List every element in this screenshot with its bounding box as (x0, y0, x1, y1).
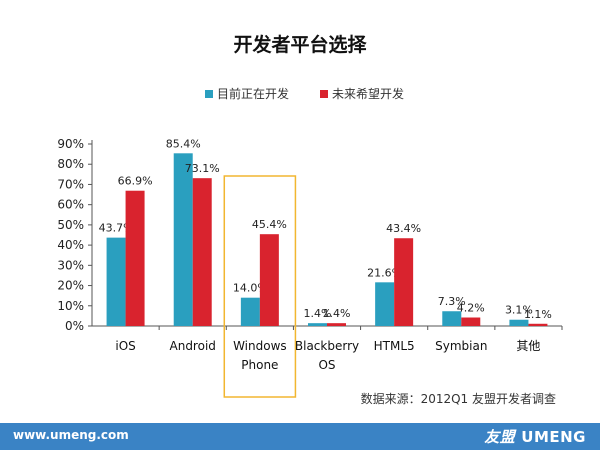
data-label: 14.0% (233, 282, 268, 295)
data-label: 45.4% (252, 218, 287, 231)
bar (442, 311, 462, 326)
data-label: 7.3% (438, 295, 466, 308)
bar (173, 153, 193, 326)
data-label: 4.2% (457, 302, 485, 315)
data-label: 43.7% (99, 222, 134, 235)
data-label: 73.1% (185, 162, 220, 175)
bar (394, 238, 414, 326)
bar (308, 323, 327, 326)
y-tick-label: 40% (57, 238, 84, 252)
bar (461, 317, 481, 326)
x-tick-label: Android (170, 339, 216, 353)
brand-en: UMENG (521, 428, 586, 446)
bar (528, 323, 548, 326)
bar (509, 319, 529, 326)
y-tick-label: 30% (57, 258, 84, 272)
y-tick-label: 90% (57, 137, 84, 151)
footer-brand: 友盟 UMENG (484, 426, 586, 447)
bar (240, 297, 260, 326)
data-label: 3.1% (505, 304, 533, 317)
legend-label-current: 目前正在开发 (217, 87, 290, 101)
bar (106, 237, 126, 326)
bar (327, 323, 346, 326)
highlight-box (223, 175, 297, 398)
data-label: 1.4% (323, 307, 351, 320)
legend-item-current: 目前正在开发 (205, 85, 289, 102)
y-tick-label: 50% (57, 218, 84, 232)
y-tick-label: 70% (57, 177, 84, 191)
bar (192, 178, 212, 326)
legend-item-future: 未来希望开发 (320, 85, 404, 102)
bar (375, 282, 395, 326)
data-label: 85.4% (166, 137, 201, 150)
x-tick-label: OS (318, 358, 335, 372)
data-label: 66.9% (118, 175, 153, 188)
y-tick-label: 20% (57, 279, 84, 293)
legend-swatch-future (320, 89, 328, 98)
x-tick-label: 其他 (516, 339, 540, 353)
x-tick-label: Symbian (435, 339, 487, 353)
data-label: 43.4% (386, 222, 421, 235)
data-label: 21.6% (367, 266, 402, 279)
x-tick-label: Blackberry (295, 339, 359, 353)
x-tick-label: Windows (233, 339, 287, 353)
y-tick-label: 0% (65, 319, 84, 333)
x-tick-label: iOS (115, 339, 135, 353)
bar-chart: 0% 10% 20% 30% 40% 50% 60% 70% 80% 90% 43.7% 66.9% i… (57, 137, 563, 398)
legend-label-future: 未来希望开发 (332, 87, 405, 101)
footer-bar: www.umeng.com 友盟 UMENG (0, 423, 600, 450)
y-tick-label: 60% (57, 198, 84, 212)
legend-swatch-current (205, 89, 213, 98)
source-note: 数据来源：2012Q1 友盟开发者调查 (360, 392, 556, 406)
x-tick-label: HTML5 (374, 339, 415, 353)
legend: 目前正在开发 未来希望开发 (0, 85, 600, 105)
data-label: 1.4% (304, 307, 332, 320)
data-label: 1.1% (524, 308, 552, 321)
y-tick-label: 80% (57, 157, 84, 171)
chart-title: 开发者平台选择 (233, 34, 367, 56)
x-tick-label: Phone (241, 358, 278, 372)
bar (125, 190, 145, 326)
brand-zh: 友盟 (484, 428, 516, 446)
bar (259, 234, 279, 326)
y-tick-label: 10% (57, 299, 84, 313)
footer-url[interactable]: www.umeng.com (13, 428, 129, 442)
